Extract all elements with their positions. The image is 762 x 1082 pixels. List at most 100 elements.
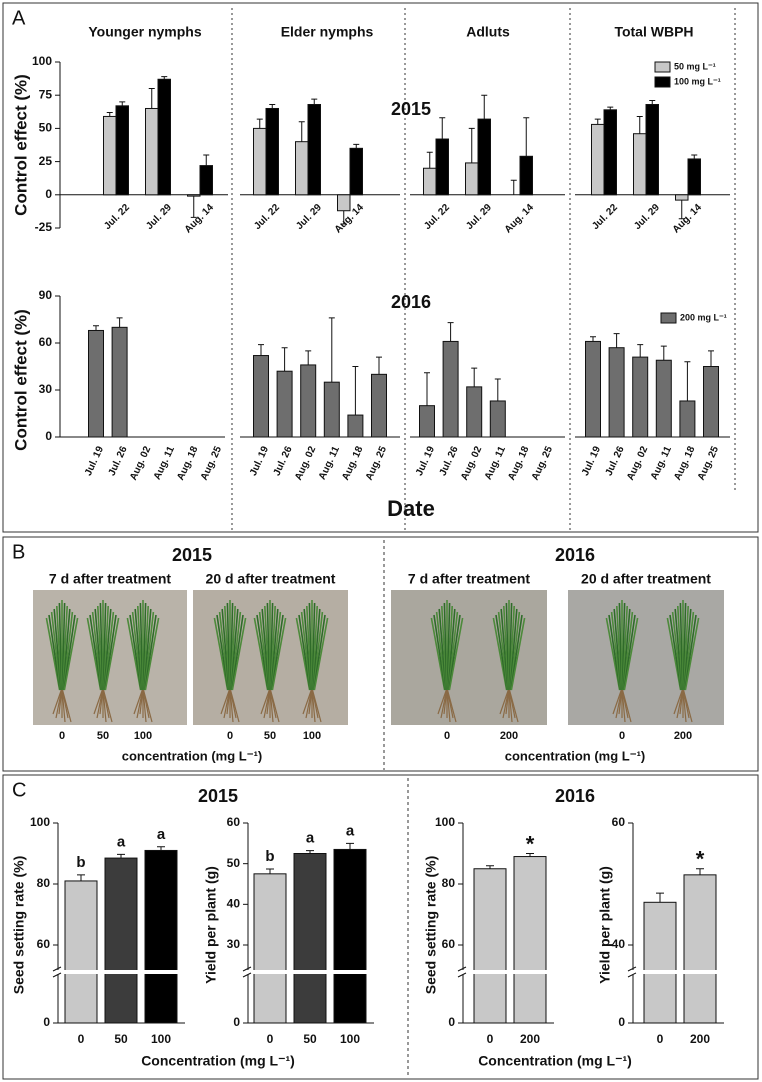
plant-leaf <box>129 614 142 691</box>
y-tick-label: 60 <box>37 937 51 951</box>
bar <box>519 155 533 196</box>
plant-leaf <box>270 611 282 691</box>
y-tick-label: 50 <box>39 121 53 135</box>
plant-leaf <box>683 605 689 691</box>
x-axis-label: Concentration (mg L⁻¹) <box>141 1053 295 1069</box>
legend-swatch <box>660 312 677 324</box>
significance-label: * <box>696 847 705 872</box>
error-bar <box>510 179 517 195</box>
x-tick-label: 200 <box>674 730 692 742</box>
plant-leaf <box>435 611 447 691</box>
chart-title: 2016 <box>391 292 431 312</box>
error-bar <box>376 356 382 375</box>
plant-leaf <box>126 617 142 691</box>
bar <box>337 194 351 212</box>
plant-leaf <box>683 611 695 691</box>
bar <box>473 868 507 1024</box>
error-bar <box>660 345 667 361</box>
plant-leaf <box>48 614 61 691</box>
bar <box>423 167 437 196</box>
x-tick-label: Jul. 29 <box>144 202 174 232</box>
plant-root <box>133 687 144 715</box>
plant-root <box>612 687 623 715</box>
x-tick-label: Jul. 22 <box>252 202 282 232</box>
plant-leaf <box>144 617 160 691</box>
plant-leaf <box>131 611 143 691</box>
y-tick-label: 50 <box>227 856 241 870</box>
plant-leaf <box>684 617 700 691</box>
bar <box>300 364 317 438</box>
error-bar <box>426 151 433 169</box>
bar <box>157 78 171 196</box>
bar <box>104 857 138 1024</box>
error-bar <box>471 367 478 387</box>
plant-leaf <box>430 617 446 691</box>
plant-leaf <box>63 614 76 691</box>
dividers <box>383 540 409 1078</box>
x-tick-label: Jul. 26 <box>438 444 461 477</box>
plant-leaf <box>313 617 329 691</box>
x-tick-label: Jul. 22 <box>422 202 452 232</box>
x-tick-label: Jul. 19 <box>83 444 106 477</box>
significance-label: b <box>76 854 85 871</box>
y-axis-label: Seed setting rate (%) <box>423 856 439 994</box>
error-bar <box>649 100 656 105</box>
x-tick-label: Aug. 11 <box>317 444 342 481</box>
plant-leaf <box>216 614 229 691</box>
x-tick-label: Jul. 22 <box>590 202 620 232</box>
error-bar <box>696 868 704 875</box>
plant-leaf <box>104 617 120 691</box>
y-tick-label: 0 <box>45 187 52 201</box>
axis-break-mark <box>52 966 62 978</box>
plant-root <box>682 687 687 723</box>
x-tick-label: Aug. 18 <box>672 444 697 482</box>
error-bar <box>636 115 643 134</box>
chart-title: 2015 <box>391 99 431 119</box>
x-tick-label: Aug. 02 <box>459 444 484 482</box>
y-axis-label: Seed setting rate (%) <box>11 856 27 994</box>
plant-root <box>142 687 147 723</box>
plant-leaf <box>312 605 318 691</box>
bar <box>489 400 506 438</box>
x-tick-label: Aug. 02 <box>293 444 318 482</box>
error-bar <box>590 336 596 342</box>
legend-swatch <box>654 61 671 73</box>
error-bar <box>486 865 494 869</box>
bar <box>477 118 491 196</box>
plant-leaf <box>295 617 311 691</box>
y-tick-label: 90 <box>39 288 53 302</box>
x-tick-label: Aug. 11 <box>152 444 177 481</box>
error-bar <box>148 88 155 109</box>
plant-leaf <box>623 617 639 691</box>
plant-leaf <box>509 608 518 691</box>
plant-leaf <box>433 614 446 691</box>
group-title: Elder nymphs <box>281 24 374 40</box>
x-tick-label: Aug. 14 <box>503 202 537 236</box>
x-tick-label: Aug. 02 <box>625 444 650 482</box>
significance-label: a <box>117 833 126 850</box>
y-tick-label: 0 <box>233 1015 240 1029</box>
photo-caption: 7 d after treatment <box>49 571 171 587</box>
x-tick-label: Aug. 18 <box>506 444 531 482</box>
panel-label: A <box>12 7 26 29</box>
error-bar <box>269 103 276 109</box>
y-tick-label: 0 <box>43 1015 50 1029</box>
bar <box>435 138 449 196</box>
bar <box>64 880 98 1024</box>
legend-swatch <box>654 76 671 88</box>
x-tick-label: Aug. 11 <box>649 444 674 481</box>
x-tick-label: Aug. 14 <box>183 202 217 236</box>
error-bar <box>346 842 354 850</box>
legend-label: 200 mg L⁻¹ <box>680 312 727 322</box>
plant-root <box>682 687 693 723</box>
x-tick-label: Aug. 25 <box>530 444 555 482</box>
panel-frame <box>2 774 759 1080</box>
plant-root <box>621 687 626 723</box>
y-tick-label: 60 <box>39 335 53 349</box>
bar <box>608 347 625 438</box>
group-title: Adluts <box>466 24 510 40</box>
plant-leaf <box>492 617 508 691</box>
error-bar <box>340 210 347 225</box>
